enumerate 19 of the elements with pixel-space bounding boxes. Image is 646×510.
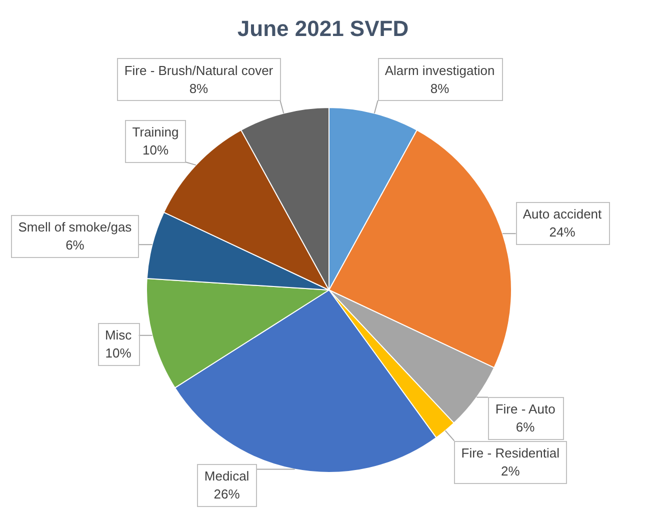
- slice-label: Fire - Auto: [495, 401, 556, 416]
- data-label: 26%: [214, 486, 240, 502]
- slice-label: Alarm investigation: [384, 62, 495, 78]
- slice-label: Training: [132, 124, 179, 140]
- chart-title: June 2021 SVFD: [237, 16, 409, 41]
- data-label: 24%: [549, 224, 576, 240]
- data-label: 2%: [500, 463, 520, 478]
- slice-label: Misc: [104, 328, 132, 343]
- slice-label: Fire - Brush/Natural cover: [124, 62, 274, 78]
- slice-label: Smell of smoke/gas: [18, 219, 132, 234]
- data-label: 10%: [142, 142, 169, 158]
- slice-label: Auto accident: [522, 206, 602, 222]
- slice-label: Fire - Residential: [461, 445, 560, 460]
- data-label: 6%: [516, 419, 536, 434]
- data-label: 8%: [430, 80, 450, 96]
- data-label: 6%: [66, 237, 85, 252]
- data-label: 8%: [189, 80, 209, 96]
- slice-label: Medical: [204, 468, 250, 484]
- data-label: 10%: [105, 346, 132, 361]
